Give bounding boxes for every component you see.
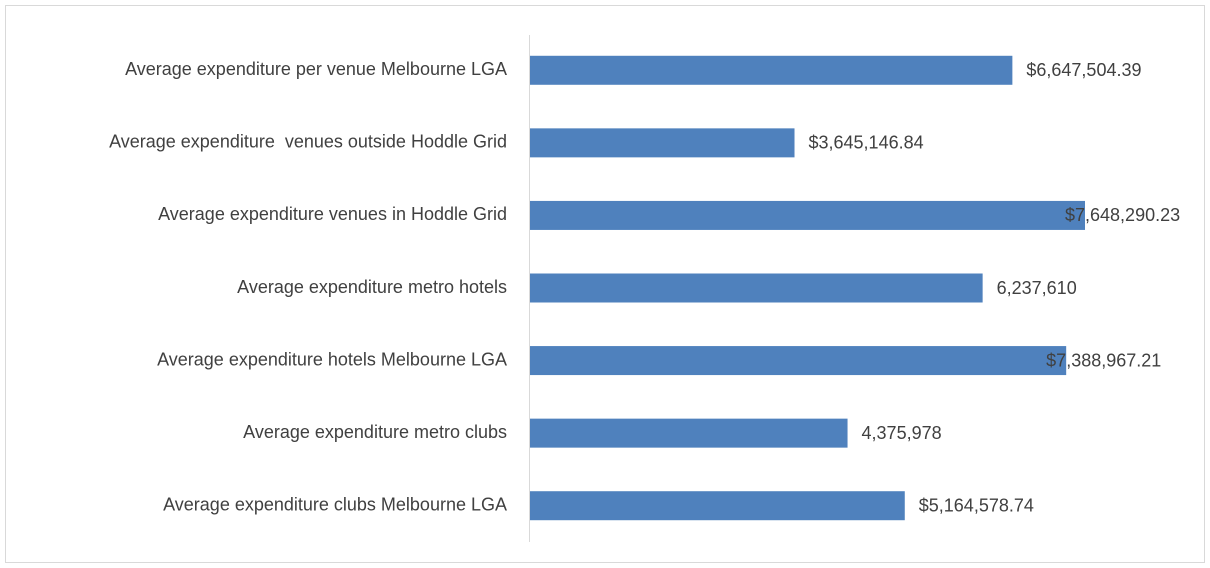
value-label: 6,237,610: [997, 278, 1077, 298]
value-label: $7,388,967.21: [1046, 350, 1161, 370]
value-label: $7,648,290.23: [1065, 205, 1180, 225]
category-label: Average expenditure metro clubs: [243, 422, 507, 442]
bar: [530, 418, 848, 448]
value-label: $6,647,504.39: [1026, 60, 1141, 80]
value-label: 4,375,978: [862, 423, 942, 443]
bar: [530, 491, 905, 521]
bar: [530, 346, 1067, 376]
category-label: Average expenditure metro hotels: [237, 277, 507, 297]
bar: [530, 273, 983, 303]
category-label: Average expenditure per venue Melbourne …: [125, 59, 507, 79]
value-label: $5,164,578.74: [919, 495, 1034, 515]
category-label: Average expenditure venues in Hoddle Gri…: [158, 204, 507, 224]
category-label: Average expenditure hotels Melbourne LGA: [157, 349, 507, 369]
category-label: Average expenditure clubs Melbourne LGA: [163, 494, 507, 514]
value-label: $3,645,146.84: [809, 133, 924, 153]
bar: [530, 55, 1013, 85]
bar: [530, 200, 1085, 230]
bar: [530, 128, 795, 158]
category-label: Average expenditure venues outside Hoddl…: [109, 132, 507, 152]
